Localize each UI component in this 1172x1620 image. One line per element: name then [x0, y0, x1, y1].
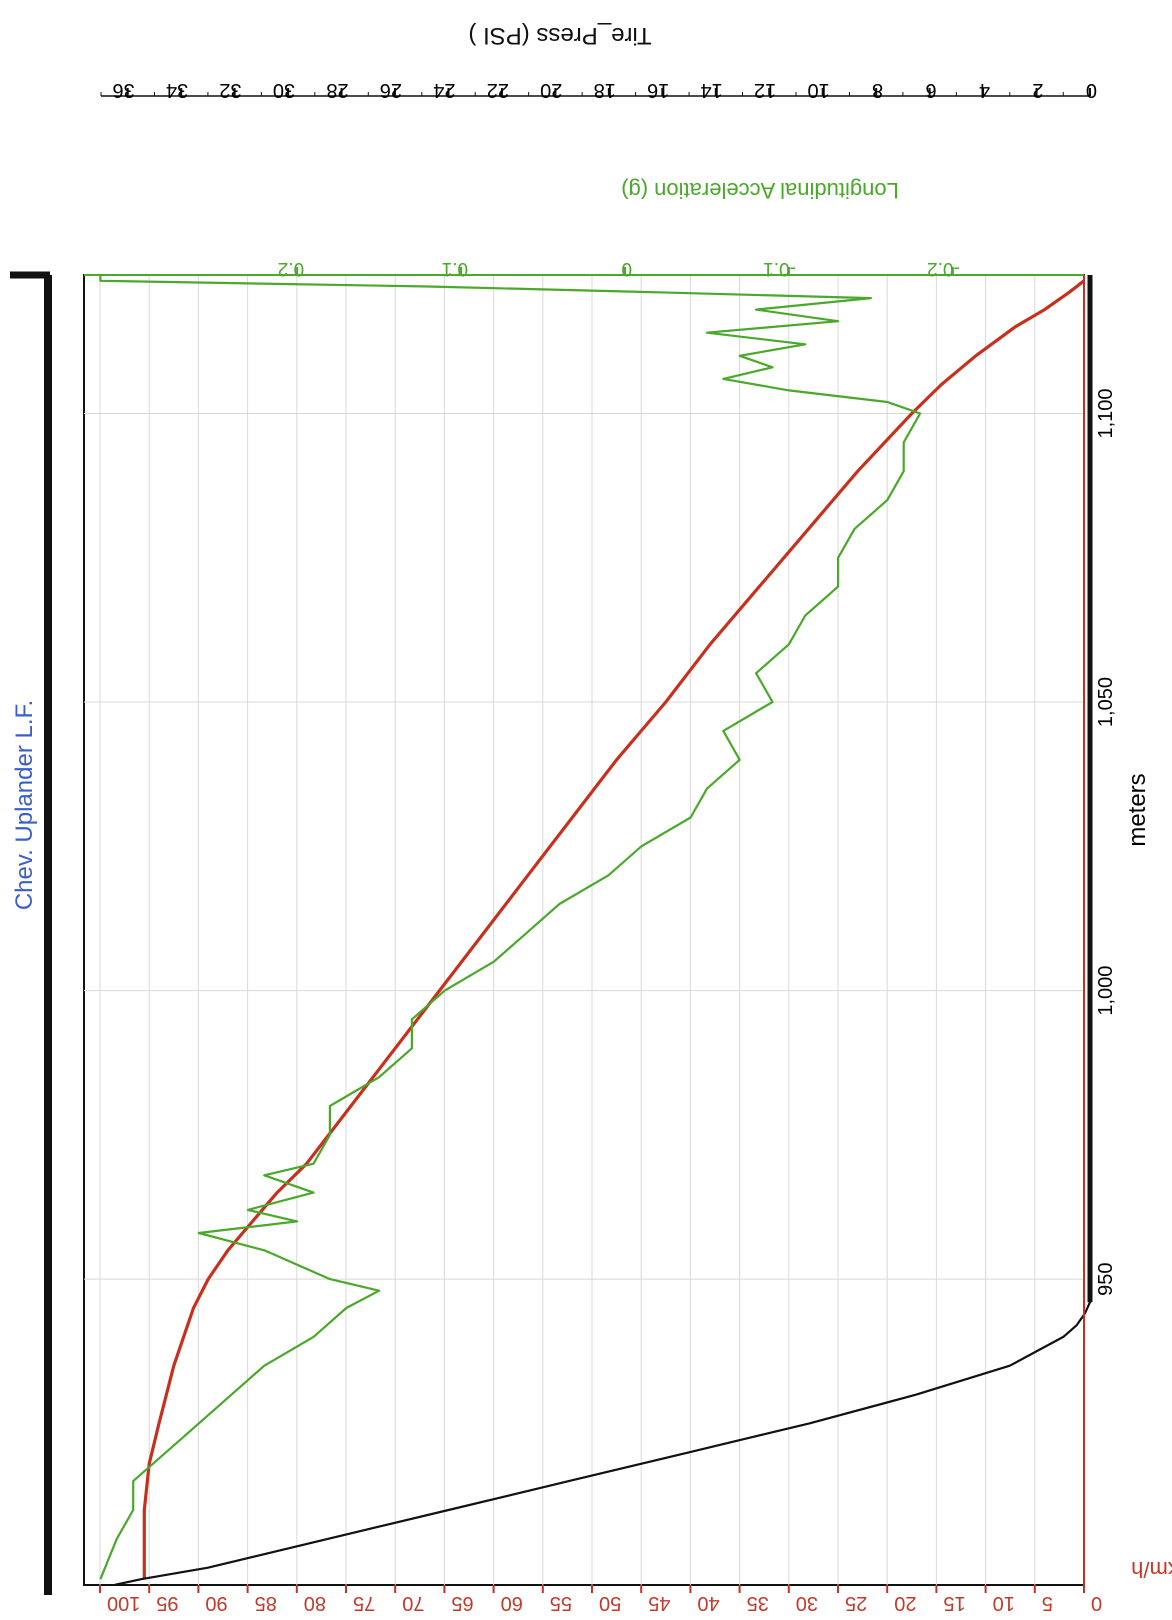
speed-tick-label: 70 [402, 1592, 424, 1614]
speed-tick-label: 10 [993, 1592, 1015, 1614]
pressure-tick-label: 6 [925, 79, 936, 101]
x-tick-label: 1,050 [1095, 677, 1117, 727]
pressure-tick-label: 30 [273, 79, 295, 101]
pressure-tick-label: 24 [433, 79, 455, 101]
speed-tick-label: 75 [353, 1592, 375, 1614]
speed-tick-label: 55 [550, 1592, 572, 1614]
accel-tick-label: -0.1 [763, 258, 796, 279]
speed-tick-label: 80 [304, 1592, 326, 1614]
speed-tick-label: 30 [796, 1592, 818, 1614]
pressure-tick-label: 10 [807, 79, 829, 101]
pressure-tick-label: 2 [1032, 79, 1043, 101]
series-line-1 [99, 275, 922, 1580]
speed-tick-label: 35 [747, 1592, 769, 1614]
grid-lines [84, 275, 1085, 1585]
plot-area [83, 274, 1085, 1586]
speed-tick-label: 95 [156, 1592, 178, 1614]
speed-tick-label: 45 [648, 1592, 670, 1614]
pressure-tick-label: 36 [112, 79, 134, 101]
speed-tick-label: 65 [451, 1592, 473, 1614]
chart-title: Chev. Uplander L.F. [11, 700, 38, 910]
pressure-tick-label: 22 [487, 79, 509, 101]
speed-tick-label: 60 [501, 1592, 523, 1614]
speed-tick-label: 85 [255, 1592, 277, 1614]
x-tick-label: 950 [1095, 1262, 1117, 1295]
pressure-tick-label: 32 [219, 79, 241, 101]
pressure-tick-label: 4 [979, 79, 990, 101]
pressure-tick-label: 18 [594, 79, 616, 101]
pressure-tick-label: 26 [380, 79, 402, 101]
pressure-tick-label: 14 [701, 79, 723, 101]
x-tick-label: 1,000 [1095, 966, 1117, 1016]
accel-tick-label: 0 [621, 258, 632, 279]
pressure-axis-label: Tire_Press (PSI ) [468, 22, 651, 49]
speed-tick-label: 90 [205, 1592, 227, 1614]
accel-tick-label: 0.1 [442, 258, 468, 279]
series-line-0 [142, 279, 1085, 1580]
speed-tick-label: 100 [107, 1592, 140, 1614]
accel-tick-label: -0.2 [927, 258, 960, 279]
speed-tick-label: 15 [943, 1592, 965, 1614]
accel-tick-label: 0.2 [278, 258, 304, 279]
speed-axis-label: km/h [1131, 1557, 1172, 1582]
speed-tick-label: 25 [845, 1592, 867, 1614]
speed-tick-label: 5 [1042, 1592, 1053, 1614]
speed-tick-label: 20 [894, 1592, 916, 1614]
series-layer [99, 275, 1093, 1587]
axis-ticks: 100 95 90 85 80 75 70 65 60 55 50 45 40 35 30 25 20 15 10 5… [99, 79, 1117, 1614]
speed-tick-label: 40 [697, 1592, 719, 1614]
pressure-tick-label: 20 [540, 79, 562, 101]
accel-axis-label: Longitudinal Acceleration (g) [621, 178, 899, 203]
speed-tick-label: 0 [1091, 1592, 1102, 1614]
speed-tick-label: 50 [599, 1592, 621, 1614]
pressure-tick-label: 0 [1086, 79, 1097, 101]
x-axis-label: meters [1124, 773, 1151, 846]
pressure-tick-label: 28 [326, 79, 348, 101]
x-tick-label: 1,100 [1095, 388, 1117, 438]
series-line-2 [114, 275, 1092, 1587]
pressure-tick-label: 34 [166, 79, 188, 101]
pressure-tick-label: 8 [872, 79, 883, 101]
pressure-tick-label: 12 [754, 79, 776, 101]
pressure-tick-label: 16 [647, 79, 669, 101]
